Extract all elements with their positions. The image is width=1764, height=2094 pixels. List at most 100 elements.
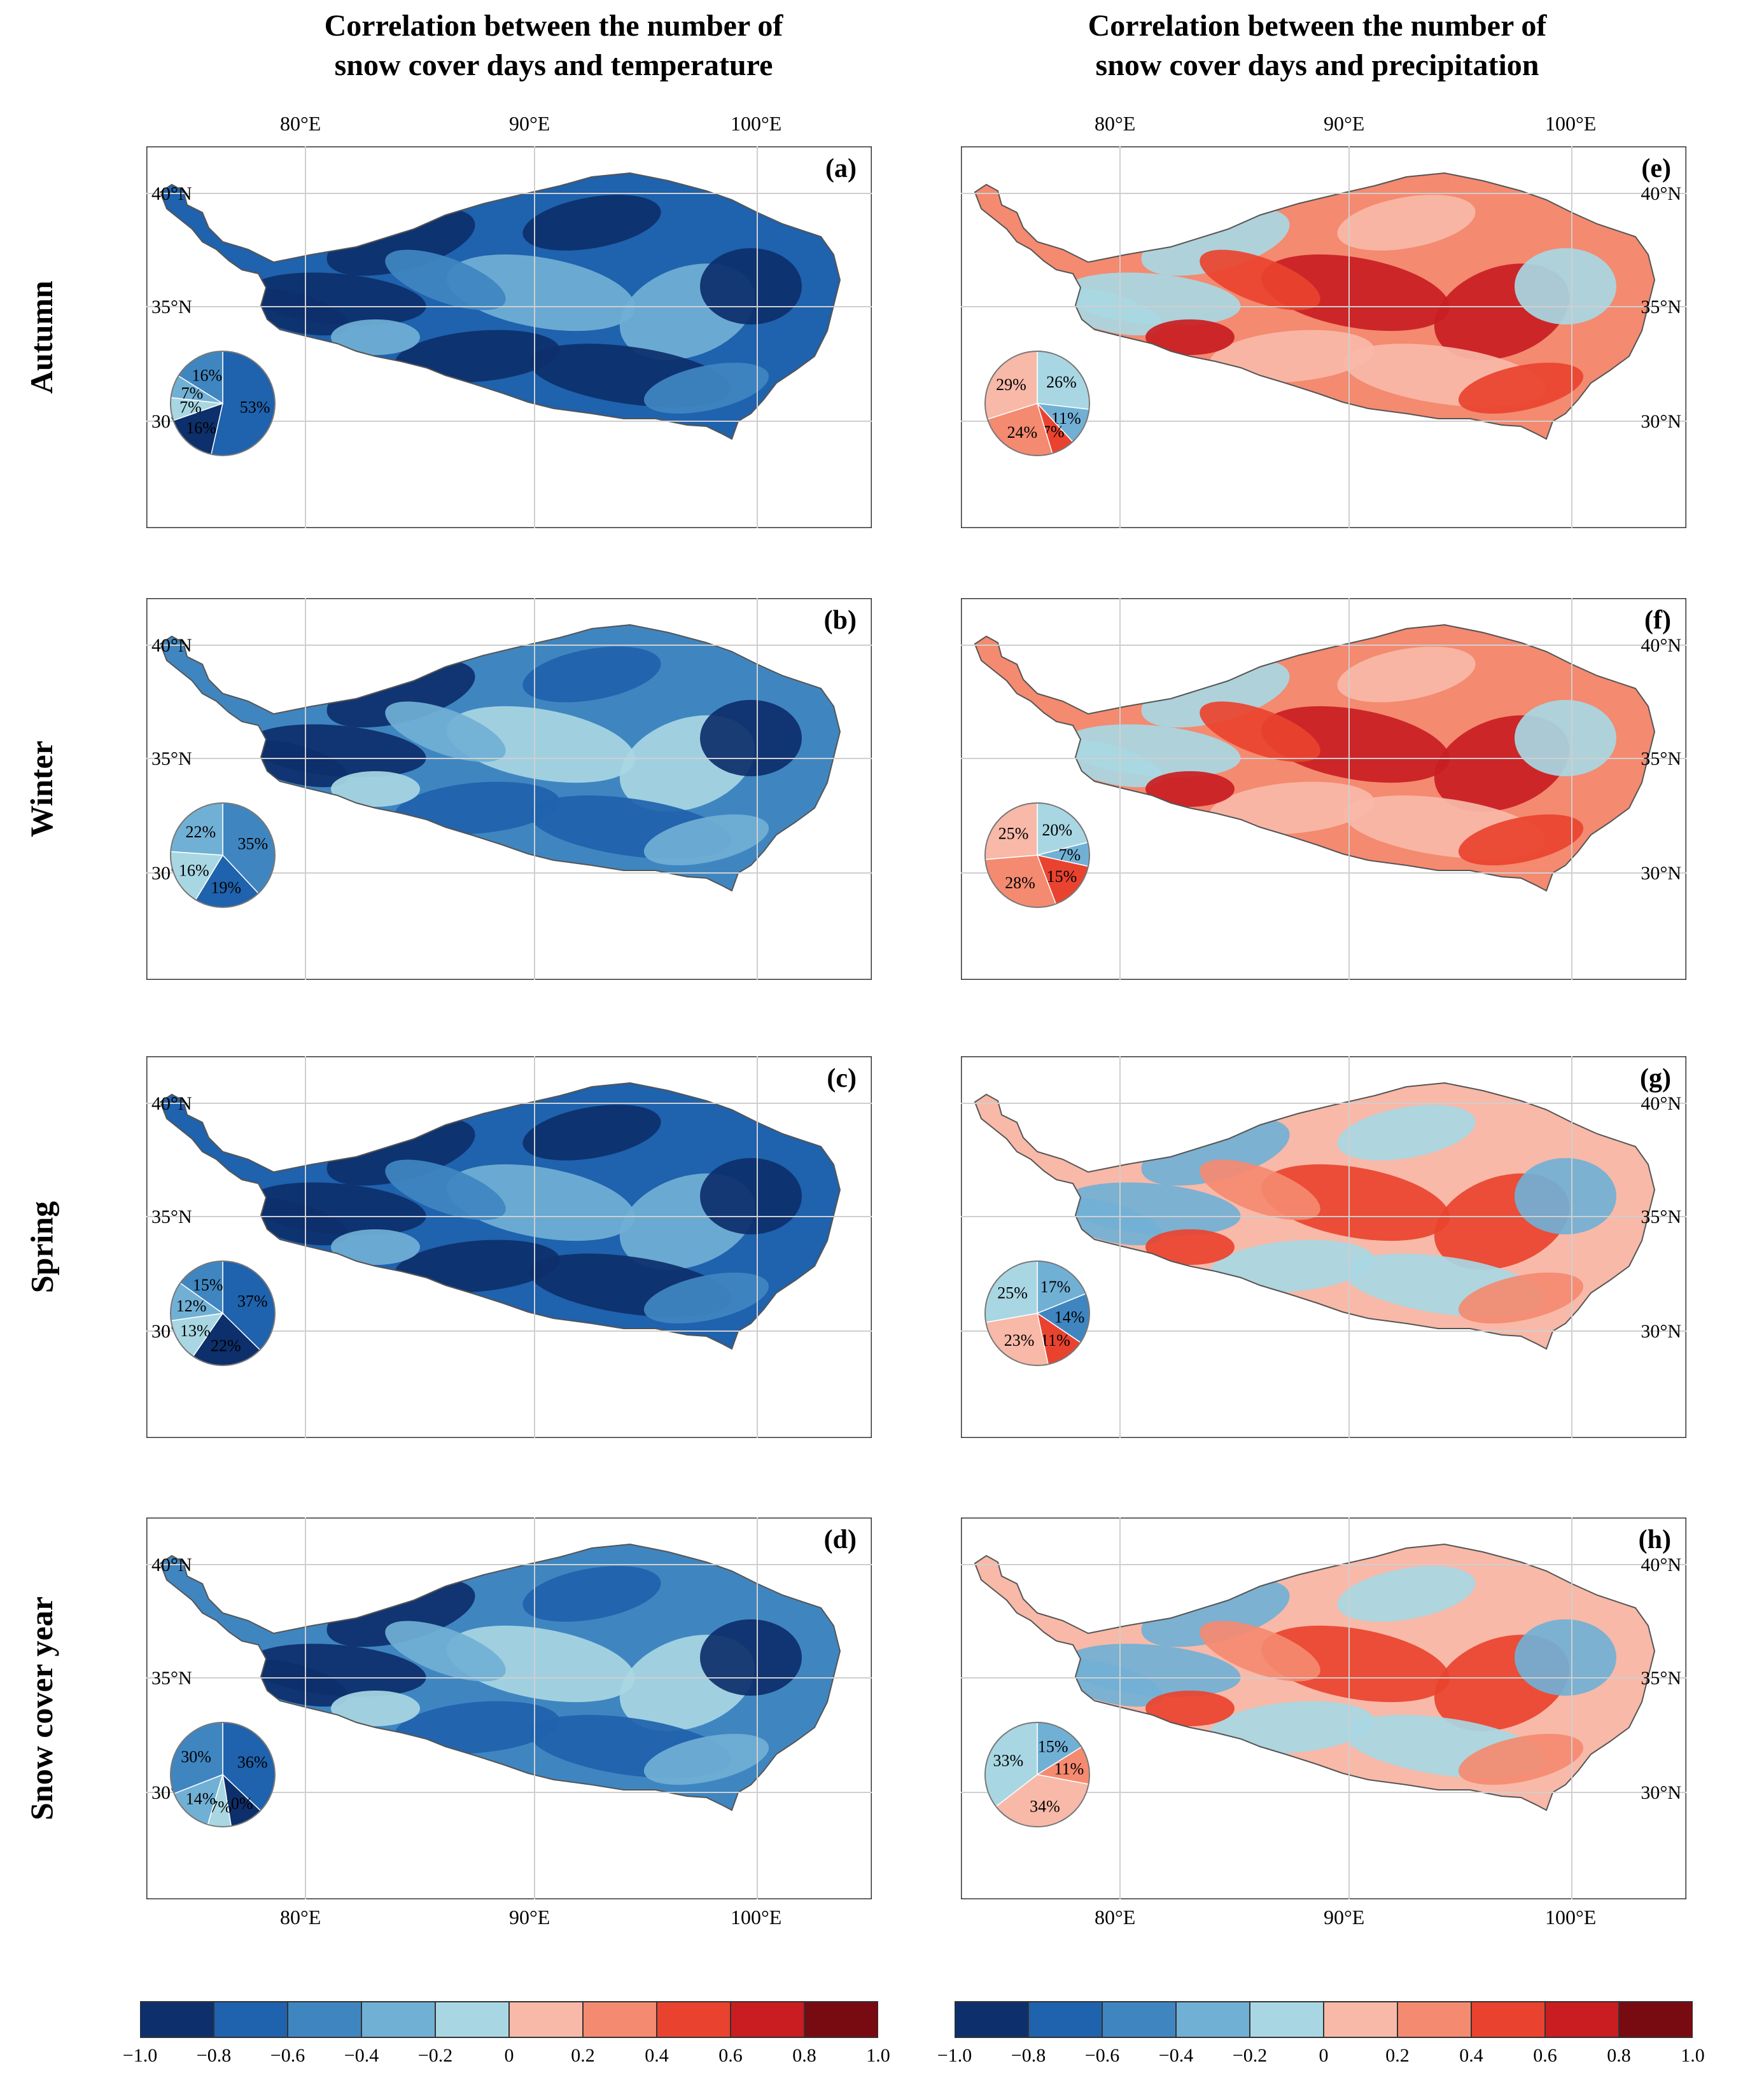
correlation-patch [643, 1272, 769, 1324]
correlation-patch [700, 248, 802, 325]
colorbar-segment [140, 2001, 214, 2038]
colorbar-segment [287, 2001, 362, 2038]
lon-label-80e-bottom-left: 80°E [280, 1906, 321, 1929]
correlation-patch [395, 1239, 560, 1293]
lat-label: 40°N [1641, 1554, 1681, 1575]
correlation-patch [1458, 1272, 1584, 1324]
row-label-snow-cover-year: Snow cover year [24, 1596, 60, 1820]
correlation-patch [1458, 362, 1584, 414]
lon-label-100e-top-left: 100°E [731, 112, 782, 135]
lon-label-100e-bottom-right: 100°E [1545, 1906, 1597, 1929]
panel-label: (g) [1640, 1064, 1671, 1093]
correlation-patch [1200, 249, 1320, 311]
map-panel-e: 40°N35°N30°N(e)26%11%7%24%29% [961, 146, 1686, 528]
map-panel-h: 40°N 35°N 30°N (h) 15% 11% 34% 33% [961, 1518, 1686, 1899]
lat-label: 35°N [151, 1668, 192, 1689]
lat-label: 40°N [151, 635, 192, 656]
colorbar-segment [435, 2001, 510, 2038]
pie-chart: 20%7%15%28%25% [984, 802, 1090, 908]
colorbar-segment [730, 2001, 805, 2038]
correlation-patch [446, 706, 636, 783]
pie-slice-label: 33% [993, 1752, 1024, 1770]
plateau-outline [974, 1543, 1656, 1811]
panel-label: (d) [824, 1525, 857, 1554]
correlation-patches [1051, 195, 1616, 414]
colorbar-tick-label: 1.0 [1681, 2045, 1705, 2066]
pie-slice-label: 11% [1040, 1331, 1070, 1350]
correlation-patch [1200, 1159, 1320, 1220]
map-panel-d: 40°N35°N30°N(d)36%10%7%14%30% [146, 1518, 872, 1899]
correlation-patch [1261, 1625, 1450, 1703]
correlation-patch [1145, 1691, 1235, 1726]
plateau-outline [159, 1543, 841, 1811]
right-title-line1: Correlation between the number of [1088, 9, 1547, 43]
correlation-patch [385, 249, 506, 311]
correlation-patch [1209, 330, 1375, 383]
correlation-patch [1145, 771, 1235, 807]
correlation-patch [1337, 1105, 1476, 1161]
correlation-patches [237, 1566, 802, 1785]
correlation-patch [1337, 1566, 1476, 1622]
panel-label: (c) [827, 1064, 857, 1093]
lat-label: 40°N [1641, 183, 1681, 204]
plateau-outline [974, 624, 1656, 892]
pie-slice-label: 30% [181, 1747, 211, 1766]
correlation-patch [522, 1566, 661, 1622]
lat-label: 35°N [151, 1206, 192, 1227]
lat-label: 40°N [1641, 1093, 1681, 1114]
correlation-patch [522, 646, 661, 702]
pie-chart: 17% 14% 11% 23% 25% [984, 1260, 1090, 1366]
lon-label-90e-bottom-right: 90°E [1324, 1906, 1365, 1929]
correlation-patch [1261, 1164, 1450, 1241]
colorbar-tick-label: 0.4 [645, 2045, 669, 2066]
map-panel-f: 40°N35°N30°N(f)20%7%15%28%25% [961, 598, 1686, 980]
correlation-patch [395, 1701, 560, 1754]
colorbar-segment [1249, 2001, 1324, 2038]
lat-label: 35°N [151, 748, 192, 769]
pie-slice-label: 35% [237, 834, 268, 853]
pie-slice-label: 34% [1030, 1797, 1060, 1815]
colorbar-tick-label: −1.0 [122, 2045, 158, 2066]
colorbar-segment [1028, 2001, 1103, 2038]
lon-label-80e-bottom-right: 80°E [1095, 1906, 1136, 1929]
correlation-patch [700, 700, 802, 776]
correlation-patch [1200, 1621, 1320, 1682]
correlation-patch [643, 814, 769, 866]
colorbar-tick-label: 0.8 [1607, 2045, 1631, 2066]
colorbar-tick-label: −0.2 [417, 2045, 453, 2066]
pie-slice-label: 17% [1040, 1278, 1071, 1296]
correlation-patches [1051, 1105, 1616, 1324]
colorbar-tick-label: 0 [1319, 2045, 1329, 2066]
colorbar-segment [1471, 2001, 1546, 2038]
lat-label: 30°N [1641, 1321, 1681, 1342]
correlation-patch [331, 771, 420, 807]
pie-slice-label: 37% [237, 1292, 268, 1310]
pie-slice-label: 24% [1007, 423, 1037, 442]
pie-chart: 26%11%7%24%29% [984, 351, 1090, 456]
correlation-patch [1337, 646, 1476, 702]
lon-label-100e-bottom-left: 100°E [731, 1906, 782, 1929]
colorbar-segment [1618, 2001, 1693, 2038]
pie-border [984, 802, 1090, 908]
correlation-patch [446, 254, 636, 332]
colorbar-segment [955, 2001, 1029, 2038]
correlation-patch [385, 701, 506, 762]
correlation-patch [237, 1659, 349, 1707]
correlation-patch [1261, 254, 1450, 332]
colorbar-segment [1544, 2001, 1620, 2038]
correlation-patches [1051, 646, 1616, 866]
map-panel-g: 40°N 35°N 30°N (g) 17% 14% 11% 23% 25% [961, 1056, 1686, 1438]
row-label-winter: Winter [24, 741, 59, 837]
left-column-title: Correlation between the number of snow c… [235, 6, 872, 85]
lat-label: 35°N [1641, 748, 1681, 769]
plateau-outline [159, 1082, 841, 1350]
pie-slice-label: 36% [237, 1753, 268, 1771]
lat-label: 35°N [151, 297, 192, 318]
lat-label: 30°N [1641, 411, 1681, 432]
colorbar-left [140, 2001, 878, 2038]
panel-label: (a) [825, 154, 857, 183]
correlation-patch [395, 781, 560, 835]
colorbar-tick-label: −0.2 [1232, 2045, 1268, 2066]
correlation-patch [1515, 700, 1616, 776]
correlation-patch [395, 330, 560, 383]
